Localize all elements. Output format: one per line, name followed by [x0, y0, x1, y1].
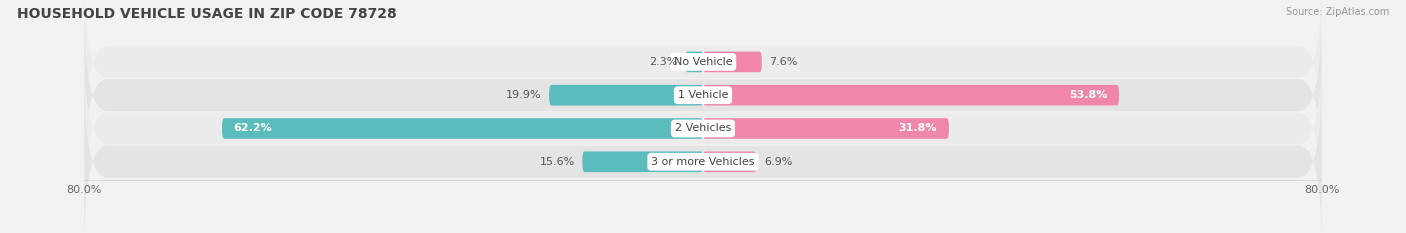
Text: 2 Vehicles: 2 Vehicles — [675, 123, 731, 134]
FancyBboxPatch shape — [582, 151, 703, 172]
FancyBboxPatch shape — [84, 78, 1322, 233]
Text: 53.8%: 53.8% — [1069, 90, 1108, 100]
FancyBboxPatch shape — [84, 0, 1322, 146]
Text: 2.3%: 2.3% — [650, 57, 678, 67]
FancyBboxPatch shape — [703, 51, 762, 72]
Text: 6.9%: 6.9% — [763, 157, 793, 167]
Text: No Vehicle: No Vehicle — [673, 57, 733, 67]
FancyBboxPatch shape — [703, 85, 1119, 106]
Text: 3 or more Vehicles: 3 or more Vehicles — [651, 157, 755, 167]
Text: 7.6%: 7.6% — [769, 57, 797, 67]
Text: HOUSEHOLD VEHICLE USAGE IN ZIP CODE 78728: HOUSEHOLD VEHICLE USAGE IN ZIP CODE 7872… — [17, 7, 396, 21]
Text: 62.2%: 62.2% — [233, 123, 273, 134]
Text: 15.6%: 15.6% — [540, 157, 575, 167]
Text: 31.8%: 31.8% — [898, 123, 938, 134]
FancyBboxPatch shape — [84, 45, 1322, 212]
FancyBboxPatch shape — [685, 51, 703, 72]
Text: Source: ZipAtlas.com: Source: ZipAtlas.com — [1285, 7, 1389, 17]
FancyBboxPatch shape — [550, 85, 703, 106]
FancyBboxPatch shape — [222, 118, 703, 139]
FancyBboxPatch shape — [703, 151, 756, 172]
FancyBboxPatch shape — [84, 11, 1322, 179]
Text: 19.9%: 19.9% — [506, 90, 541, 100]
Text: 1 Vehicle: 1 Vehicle — [678, 90, 728, 100]
FancyBboxPatch shape — [703, 118, 949, 139]
